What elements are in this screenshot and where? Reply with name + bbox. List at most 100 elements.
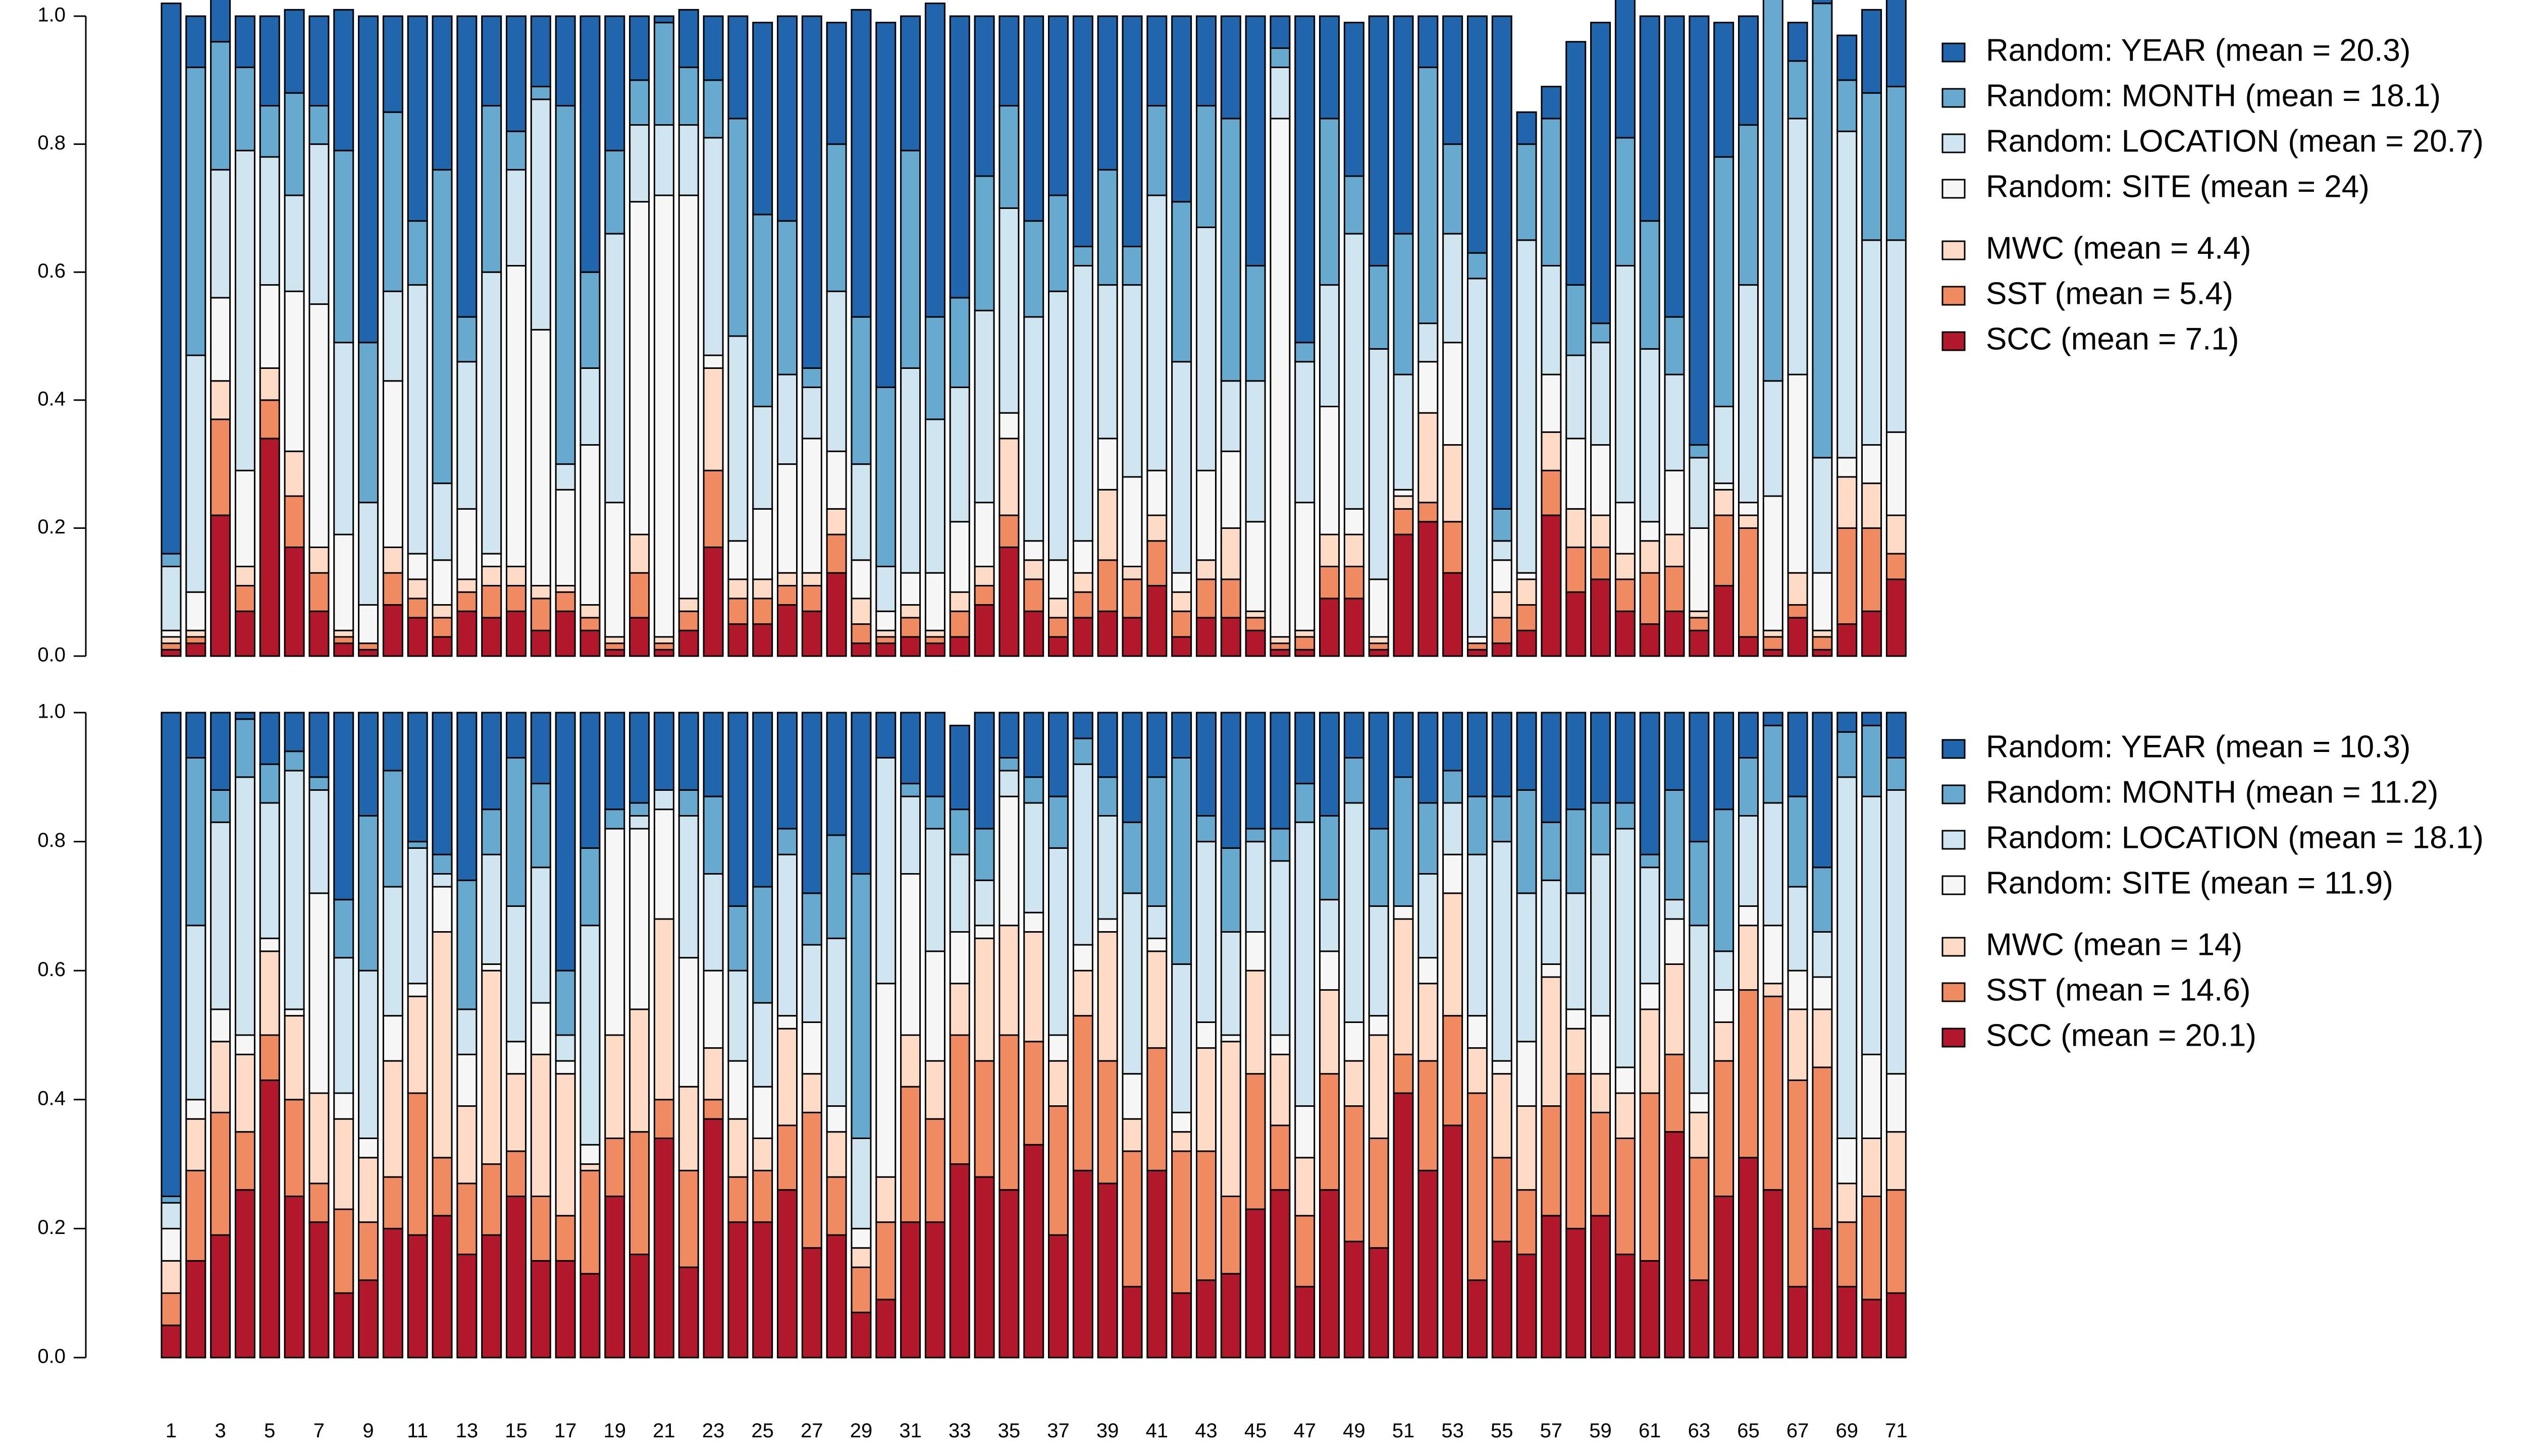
bar-segment-scc: [1195, 1279, 1217, 1359]
y-tick-label: 0.6: [37, 958, 66, 981]
bar-segment-sst: [358, 1221, 379, 1281]
bar-segment-sst: [185, 1169, 206, 1262]
bar-segment-random-month: [1417, 802, 1439, 875]
bar-segment-random-location: [801, 944, 822, 1023]
bar-segment-random-year: [161, 712, 182, 1197]
bar-segment-random-month: [1491, 795, 1512, 843]
bar-segment-scc: [1614, 610, 1636, 657]
bar-segment-random-year: [752, 22, 773, 215]
bar-segment-random-location: [703, 137, 724, 356]
bar-segment-sst: [210, 1111, 231, 1236]
bar-segment-random-site: [1664, 918, 1685, 965]
bar-segment-random-location: [505, 905, 527, 1043]
bar-segment-random-year: [1319, 15, 1340, 120]
bar-segment-random-year: [703, 15, 724, 81]
bar-segment-random-location: [752, 1002, 773, 1088]
bar-segment-random-year: [1048, 712, 1069, 797]
bar-segment-sst: [1614, 1137, 1636, 1256]
bar-segment-sst: [1614, 578, 1636, 612]
bar-segment-mwc: [1689, 1111, 1710, 1159]
bar-stack: [629, 712, 650, 1359]
bar-segment-random-site: [875, 983, 897, 1178]
bar-segment-random-year: [974, 712, 995, 830]
bar-segment-scc: [1590, 1215, 1611, 1359]
bar-segment-scc: [1097, 610, 1118, 657]
bar-segment-mwc: [1417, 983, 1439, 1062]
bar-segment-scc: [1466, 649, 1488, 657]
bar-segment-random-location: [1565, 354, 1587, 440]
bar-segment-random-month: [1220, 118, 1241, 382]
bar-segment-random-location: [1738, 815, 1759, 907]
bar-segment-scc: [875, 1299, 897, 1359]
bar-segment-scc: [1393, 533, 1414, 657]
bar-segment-random-location: [1762, 380, 1783, 497]
bar-segment-scc: [1195, 617, 1217, 657]
bar-stack: [1885, 0, 1907, 657]
bar-segment-sst: [1343, 1105, 1364, 1243]
bar-segment-mwc: [555, 585, 576, 593]
bar-segment-mwc: [1368, 636, 1389, 644]
bar-segment-mwc: [284, 1015, 305, 1101]
bar-segment-random-year: [1812, 712, 1833, 869]
bar-segment-random-year: [382, 15, 403, 113]
bar-segment-random-year: [234, 15, 255, 68]
bar-segment-random-month: [801, 367, 822, 388]
bar-stack: [1812, 712, 1833, 1359]
bar-segment-random-year: [629, 15, 650, 81]
bar-stack: [1836, 34, 1858, 657]
bar-segment-random-location: [1836, 130, 1858, 459]
bar-segment-scc: [1762, 649, 1783, 657]
x-tick-label: 37: [1047, 1420, 1070, 1442]
bar-segment-random-site: [974, 502, 995, 567]
bar-segment-scc: [1072, 617, 1093, 657]
bar-segment-random-location: [900, 795, 921, 875]
bar-segment-scc: [851, 1312, 872, 1359]
bar-segment-random-site: [826, 1105, 847, 1133]
bar-stack: [1319, 15, 1340, 657]
bar-segment-random-location: [1664, 899, 1685, 920]
bar-segment-random-site: [1861, 1053, 1882, 1139]
bar-segment-random-site: [580, 1144, 601, 1165]
bar-segment-random-month: [358, 342, 379, 504]
bar-segment-random-site: [481, 553, 502, 567]
bar-segment-random-year: [801, 15, 822, 369]
bar-segment-scc: [555, 610, 576, 657]
bar-segment-random-location: [752, 405, 773, 510]
bar-segment-random-site: [456, 1053, 478, 1107]
bar-segment-mwc: [1171, 1131, 1192, 1152]
bar-segment-random-year: [259, 712, 280, 765]
bar-segment-random-location: [1270, 66, 1291, 120]
bar-stack: [161, 712, 182, 1359]
bar-segment-random-month: [1664, 789, 1685, 901]
bar-stack: [1565, 41, 1587, 657]
bar-segment-mwc: [185, 1118, 206, 1171]
bar-segment-random-month: [481, 105, 502, 273]
bar-stack: [1368, 15, 1389, 657]
bar-segment-mwc: [259, 367, 280, 401]
bar-segment-scc: [653, 1137, 674, 1359]
bar-stack: [1146, 712, 1168, 1359]
bar-segment-random-location: [407, 847, 428, 985]
bar-segment-random-site: [1541, 963, 1562, 978]
bar-segment-scc: [481, 617, 502, 657]
bar-segment-random-year: [1343, 712, 1364, 759]
bar-segment-scc: [1097, 1182, 1118, 1359]
bar-segment-sst: [703, 469, 724, 548]
bar-segment-random-location: [777, 373, 798, 465]
bar-segment-scc: [777, 1189, 798, 1359]
bar-stack: [284, 712, 305, 1359]
bar-segment-random-year: [234, 712, 255, 720]
bar-segment-scc: [900, 636, 921, 657]
bar-segment-random-site: [1787, 373, 1808, 574]
bar-segment-scc: [530, 629, 551, 657]
bar-stack: [900, 712, 921, 1359]
bar-segment-mwc: [998, 925, 1020, 1036]
bar-segment-random-year: [851, 9, 872, 318]
bar-segment-random-site: [1590, 444, 1611, 516]
bar-stack: [333, 9, 354, 657]
bar-segment-random-year: [456, 15, 478, 318]
bar-segment-scc: [432, 1215, 453, 1359]
bar-segment-random-month: [161, 553, 182, 567]
bar-segment-random-site: [1762, 495, 1783, 631]
bar-stack: [924, 712, 945, 1359]
